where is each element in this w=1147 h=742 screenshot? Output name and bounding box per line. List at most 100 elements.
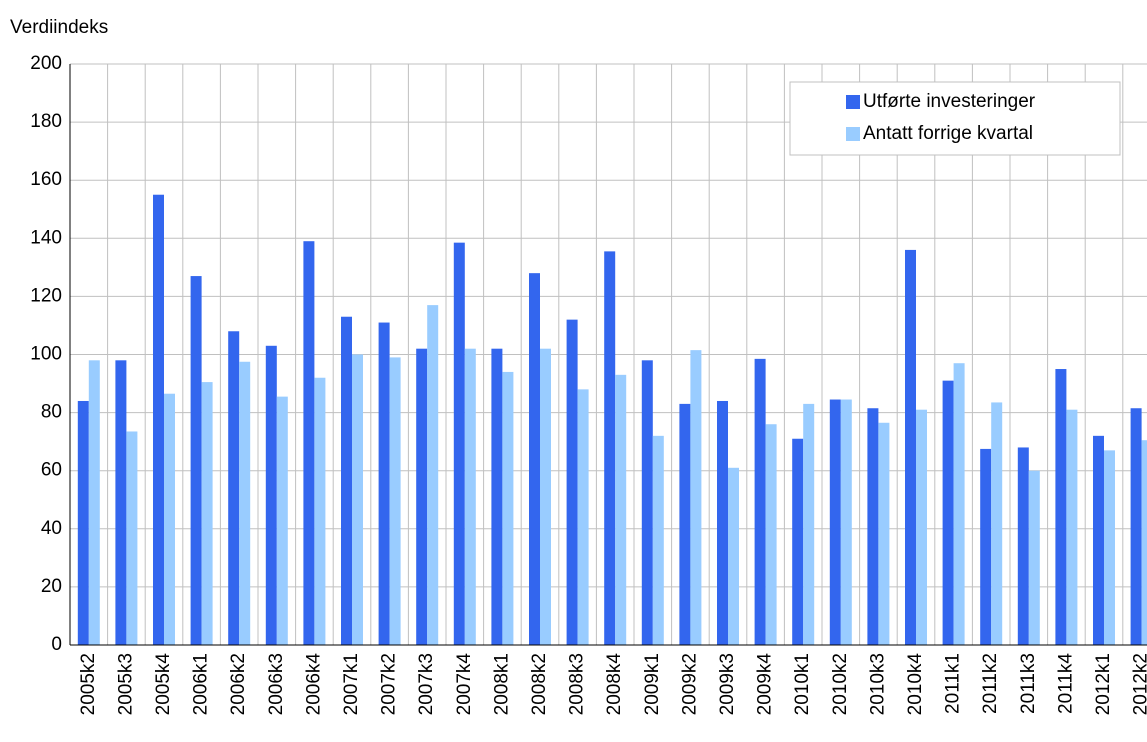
y-tick-label: 100	[30, 344, 62, 365]
x-tick-label: 2006k3	[266, 653, 287, 715]
bar	[717, 400, 728, 645]
bar	[754, 358, 766, 645]
x-tick-label: 2008k4	[604, 653, 625, 716]
x-tick-label: 2006k2	[228, 653, 249, 715]
bar	[276, 396, 288, 645]
bar	[679, 403, 691, 645]
bar	[577, 389, 589, 645]
x-tick-label: 2011k4	[1055, 653, 1076, 714]
bar	[352, 354, 363, 645]
y-tick-label: 120	[30, 285, 62, 306]
x-tick-label: 2009k3	[717, 653, 738, 715]
x-tick-label: 2010k2	[830, 653, 851, 715]
x-tick-label: 2005k2	[78, 653, 99, 715]
x-tick-label: 2005k3	[115, 653, 136, 715]
bar	[77, 400, 89, 645]
bar	[690, 350, 702, 645]
bar	[341, 316, 352, 645]
bar	[464, 348, 476, 645]
y-tick-label: 0	[51, 634, 62, 655]
bar	[641, 360, 653, 645]
x-tick-label: 2008k1	[491, 653, 512, 715]
bar	[615, 374, 627, 645]
bar	[765, 424, 777, 645]
legend-label: Antatt forrige kvartal	[863, 123, 1033, 144]
bar	[540, 348, 551, 645]
bar	[867, 408, 879, 645]
x-tick-label: 2008k3	[567, 653, 588, 715]
bar	[1130, 408, 1142, 645]
x-tick-label: 2007k3	[416, 653, 437, 715]
bar	[88, 360, 100, 645]
x-tick-label: 2008k2	[529, 653, 550, 715]
x-tick-label: 2010k4	[905, 653, 926, 716]
bar	[228, 331, 240, 645]
bar	[190, 276, 202, 645]
bar	[1028, 470, 1040, 645]
x-tick-label: 2005k4	[153, 653, 174, 716]
bar	[840, 399, 852, 645]
x-tick-label: 2007k4	[454, 653, 475, 716]
bar	[905, 249, 916, 646]
y-tick-label: 200	[30, 53, 62, 74]
bar	[378, 322, 390, 645]
bar	[1104, 450, 1115, 645]
x-tick-label: 2009k4	[755, 653, 776, 716]
bar	[1055, 369, 1067, 645]
y-tick-label: 160	[30, 169, 62, 190]
legend-swatch	[846, 127, 860, 141]
x-tick-label: 2012k2	[1131, 653, 1147, 715]
x-tick-label: 2012k1	[1093, 653, 1114, 715]
bar	[529, 273, 540, 645]
bar	[303, 241, 315, 645]
y-tick-label: 140	[30, 227, 62, 248]
bar	[728, 467, 739, 645]
bar	[803, 403, 815, 645]
bar	[991, 402, 1003, 645]
x-tick-label: 2007k1	[341, 653, 362, 715]
bar	[916, 409, 927, 645]
bar	[1066, 409, 1078, 645]
bar	[953, 363, 965, 645]
x-tick-label: 2010k1	[792, 653, 813, 715]
x-tick-label: 2011k2	[980, 653, 1001, 714]
y-axis-label: Verdiindeks	[10, 17, 108, 38]
bar	[427, 305, 439, 645]
bar	[1141, 440, 1147, 645]
x-tick-label: 2006k4	[303, 653, 324, 716]
bar	[239, 361, 251, 645]
bar	[652, 435, 664, 645]
bar	[1017, 447, 1029, 645]
x-tick-label: 2009k1	[642, 653, 663, 715]
x-tick-label: 2009k2	[679, 653, 700, 715]
bar	[502, 371, 514, 645]
bar	[829, 399, 841, 645]
x-tick-label: 2011k3	[1018, 653, 1039, 714]
y-tick-label: 20	[41, 576, 62, 597]
bar	[201, 382, 213, 645]
bar	[878, 422, 890, 645]
legend-label: Utførte investeringer	[863, 91, 1036, 112]
bar	[126, 431, 138, 645]
y-tick-label: 180	[30, 111, 62, 132]
legend-swatch	[846, 95, 860, 109]
bar	[604, 251, 616, 645]
bar	[942, 380, 954, 645]
bar	[115, 360, 127, 645]
bar	[491, 348, 503, 645]
bar	[566, 319, 578, 645]
bar	[265, 345, 277, 645]
y-tick-label: 60	[41, 460, 62, 481]
x-tick-label: 2006k1	[191, 653, 212, 715]
y-tick-label: 80	[41, 402, 62, 423]
bar	[314, 377, 326, 645]
legend-box	[789, 81, 1121, 156]
bar	[389, 357, 401, 645]
bar	[792, 438, 804, 645]
bar	[453, 242, 465, 645]
x-tick-label: 2007k2	[379, 653, 400, 715]
x-tick-label: 2011k1	[943, 653, 964, 714]
bar	[416, 348, 428, 645]
bar	[980, 448, 992, 645]
